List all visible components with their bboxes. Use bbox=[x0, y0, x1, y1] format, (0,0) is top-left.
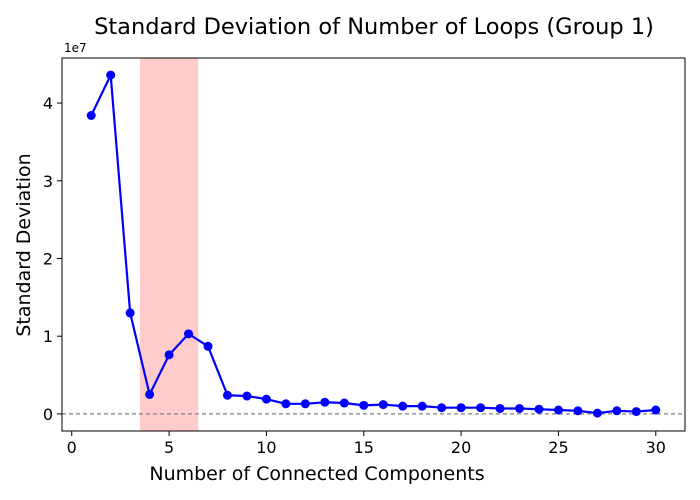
data-point bbox=[553, 405, 563, 415]
data-point bbox=[222, 390, 232, 400]
y-axis-label: Standard Deviation bbox=[13, 153, 35, 336]
data-point bbox=[592, 408, 602, 418]
data-point bbox=[495, 403, 505, 413]
x-tick-label: 30 bbox=[646, 438, 666, 457]
data-point bbox=[86, 111, 96, 121]
data-point bbox=[359, 400, 369, 410]
data-point bbox=[203, 341, 213, 351]
data-point bbox=[515, 403, 525, 413]
x-axis-label: Number of Connected Components bbox=[149, 463, 484, 485]
data-point bbox=[456, 403, 466, 413]
data-point bbox=[651, 405, 661, 415]
data-point bbox=[106, 70, 116, 80]
y-tick-label: 0 bbox=[43, 405, 53, 424]
x-tick-label: 20 bbox=[451, 438, 471, 457]
data-point bbox=[242, 391, 252, 401]
data-point bbox=[573, 406, 583, 416]
x-tick-label: 0 bbox=[67, 438, 77, 457]
data-point bbox=[145, 389, 155, 399]
data-point bbox=[184, 329, 194, 339]
chart-title: Standard Deviation of Number of Loops (G… bbox=[94, 14, 654, 40]
data-point bbox=[612, 406, 622, 416]
y-tick-label: 3 bbox=[43, 172, 53, 191]
data-point bbox=[378, 400, 388, 410]
data-point bbox=[631, 407, 641, 417]
data-point bbox=[125, 308, 135, 318]
data-point bbox=[417, 401, 427, 411]
highlight-span bbox=[139, 58, 199, 431]
data-point bbox=[339, 398, 349, 408]
y-tick-label: 4 bbox=[43, 94, 53, 113]
x-tick-label: 25 bbox=[548, 438, 568, 457]
data-point bbox=[437, 403, 447, 413]
y-tick-label: 1 bbox=[43, 327, 53, 346]
x-tick-label: 10 bbox=[256, 438, 276, 457]
plot-frame bbox=[61, 57, 686, 432]
plot-area: 0 5 10 15 20 25 30 0 1 2 3 4 bbox=[43, 57, 686, 457]
data-point bbox=[534, 404, 544, 414]
data-point bbox=[398, 401, 408, 411]
data-point bbox=[320, 397, 330, 407]
data-point bbox=[281, 399, 291, 409]
data-point bbox=[476, 403, 486, 413]
data-point bbox=[261, 394, 271, 404]
data-point bbox=[300, 399, 310, 409]
x-tick-label: 15 bbox=[354, 438, 374, 457]
x-tick-label: 5 bbox=[164, 438, 174, 457]
y-tick-label: 2 bbox=[43, 249, 53, 268]
data-point bbox=[164, 350, 174, 360]
y-offset-label: 1e7 bbox=[64, 41, 87, 55]
